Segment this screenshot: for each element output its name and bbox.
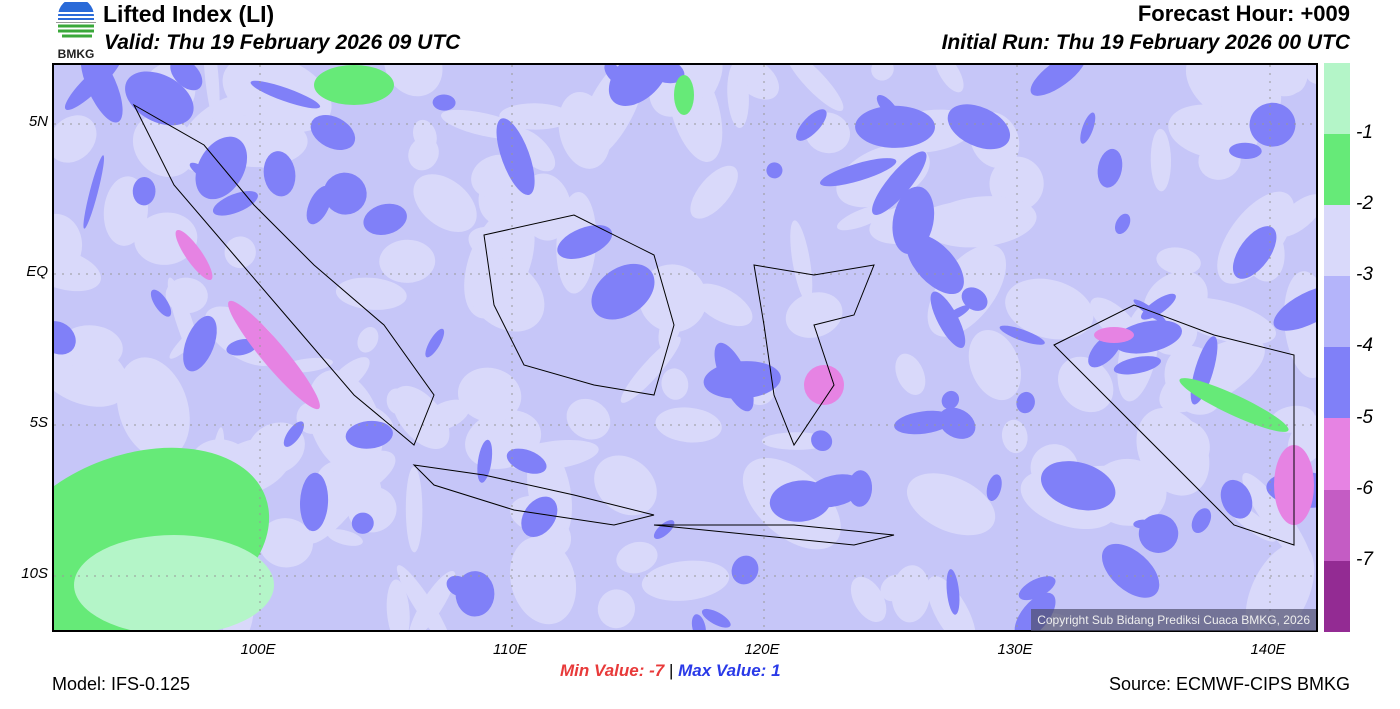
colorbar-label: -5 bbox=[1356, 406, 1373, 428]
source-label: Source: ECMWF-CIPS BMKG bbox=[1108, 674, 1350, 694]
min-label: Min Value: bbox=[560, 661, 645, 680]
colorbar-segment bbox=[1324, 63, 1350, 135]
lon-label: 140E bbox=[1250, 641, 1286, 658]
colorbar-segment bbox=[1324, 276, 1350, 348]
forecast-hour: Forecast Hour: +009 bbox=[1137, 1, 1350, 26]
initial-run: Initial Run: Thu 19 February 2026 00 UTC bbox=[941, 31, 1350, 54]
max-value: 1 bbox=[771, 661, 781, 680]
colorbar-segment bbox=[1324, 418, 1350, 490]
min-value: -7 bbox=[649, 661, 665, 680]
colorbar-segment bbox=[1324, 134, 1350, 206]
lon-label: 110E bbox=[493, 641, 527, 658]
colorbar-label: -1 bbox=[1356, 122, 1373, 144]
coastlines bbox=[132, 103, 1295, 546]
bmkg-logo: BMKG bbox=[52, 0, 100, 61]
lon-label: 120E bbox=[744, 641, 780, 658]
colorbar-segment bbox=[1324, 489, 1350, 561]
colorbar-segment bbox=[1324, 560, 1350, 632]
lat-label: 10S bbox=[21, 565, 48, 582]
colorbar bbox=[1324, 63, 1350, 632]
valid-time: Valid: Thu 19 February 2026 09 UTC bbox=[104, 31, 461, 54]
min-max-values: Min Value: -7 | Max Value: 1 bbox=[560, 661, 781, 681]
lat-label: EQ bbox=[26, 263, 48, 280]
svg-text:BMKG: BMKG bbox=[58, 47, 95, 60]
max-label: Max Value: bbox=[678, 661, 767, 680]
colorbar-label: -7 bbox=[1356, 548, 1373, 570]
model-label: Model: IFS-0.125 bbox=[52, 674, 191, 694]
lifted-index-map bbox=[52, 63, 1318, 632]
colorbar-label: -4 bbox=[1356, 335, 1373, 357]
lon-label: 100E bbox=[240, 641, 276, 658]
chart-title: Lifted Index (LI) bbox=[103, 1, 275, 27]
colorbar-segment bbox=[1324, 347, 1350, 419]
lon-label: 130E bbox=[997, 641, 1033, 658]
colorbar-label: -2 bbox=[1356, 193, 1373, 215]
lat-label: 5S bbox=[29, 414, 48, 431]
colorbar-segment bbox=[1324, 205, 1350, 277]
separator: | bbox=[668, 661, 674, 680]
copyright-notice: Copyright Sub Bidang Prediksi Cuaca BMKG… bbox=[1031, 609, 1316, 631]
colorbar-label: -3 bbox=[1356, 264, 1373, 286]
lat-label: 5N bbox=[28, 113, 48, 130]
colorbar-label: -6 bbox=[1356, 477, 1373, 499]
